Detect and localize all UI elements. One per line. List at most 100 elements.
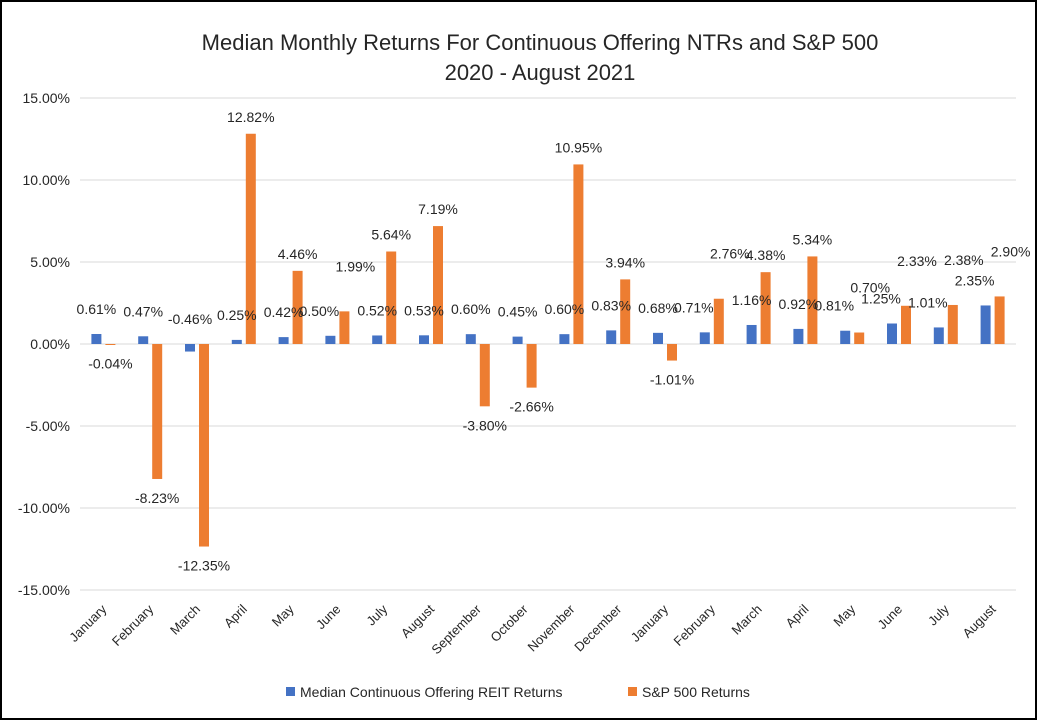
bar-reit [138, 336, 149, 344]
data-label-sp500: 10.95% [555, 139, 602, 155]
bar-sp500 [479, 344, 490, 407]
bar-reit [91, 333, 102, 344]
x-tick-label: November [525, 601, 578, 654]
bar-sp500 [105, 344, 116, 345]
bar-reit [653, 332, 663, 344]
x-tick-label: June [313, 602, 344, 633]
data-label-sp500: 1.99% [336, 258, 376, 274]
bar-sp500 [760, 272, 771, 344]
data-label-sp500: -0.04% [88, 356, 132, 372]
data-label-reit: 0.45% [498, 304, 538, 320]
data-label-reit: 1.16% [732, 292, 772, 308]
x-tick-label: October [487, 601, 531, 645]
data-label-reit: 0.47% [123, 303, 163, 319]
data-label-sp500: 4.38% [746, 247, 786, 263]
y-tick-label: 5.00% [30, 254, 70, 270]
data-label-sp500: -3.80% [463, 417, 507, 433]
legend: Median Continuous Offering REIT Returns … [286, 684, 750, 700]
y-tick-label: -5.00% [26, 418, 70, 434]
legend-swatch-reit [286, 687, 295, 696]
bar-reit [933, 327, 944, 344]
x-tick-label: August [398, 601, 437, 640]
data-label-sp500: 7.19% [418, 201, 458, 217]
y-tick-label: 0.00% [30, 336, 70, 352]
bar-reit [465, 334, 476, 344]
data-label-reit: -0.46% [168, 311, 212, 327]
y-tick-label: -10.00% [18, 500, 70, 516]
data-label-reit: 0.71% [674, 299, 714, 315]
bar-reit [231, 339, 242, 344]
x-tick-label: August [959, 601, 998, 640]
data-label-reit: 2.35% [955, 272, 995, 288]
chart-subtitle: 2020 - August 2021 [445, 60, 636, 85]
data-label-sp500: 4.46% [278, 246, 318, 262]
data-label-sp500: 0.70% [850, 280, 890, 296]
bars [91, 133, 1005, 547]
bar-reit [980, 305, 991, 344]
data-label-reit: 0.42% [264, 304, 304, 320]
bar-sp500 [807, 256, 818, 344]
data-label-sp500: -8.23% [135, 490, 179, 506]
data-label-reit: 0.25% [217, 307, 257, 323]
x-tick-label: January [628, 601, 672, 645]
bar-reit [185, 344, 195, 352]
x-tick-label: April [783, 601, 812, 630]
x-tick-label: March [167, 602, 203, 638]
bar-reit [606, 330, 617, 344]
bar-reit [559, 334, 570, 344]
bar-reit [372, 335, 383, 344]
x-tick-label: July [363, 601, 390, 628]
data-label-sp500: 3.94% [605, 254, 645, 270]
x-tick-label: June [875, 602, 906, 633]
data-labels: 0.61% -0.04% 0.47% -8.23% -0.46% -12.35% 0.25%… [77, 109, 1031, 574]
bar-sp500 [245, 133, 256, 344]
data-label-sp500: -12.35% [178, 558, 230, 574]
data-label-sp500: 12.82% [227, 109, 274, 125]
bar-sp500 [667, 344, 677, 361]
bar-reit [512, 336, 523, 344]
legend-label-sp500: S&P 500 Returns [642, 684, 750, 700]
bar-sp500 [199, 344, 209, 547]
data-label-reit: 1.25% [861, 291, 901, 307]
bar-reit [887, 323, 897, 344]
data-label-sp500: 2.38% [944, 252, 984, 268]
bar-sp500 [152, 344, 163, 479]
data-label-reit: 0.60% [451, 301, 491, 317]
data-label-reit: 0.53% [404, 302, 444, 318]
chart-title: Median Monthly Returns For Continuous Of… [202, 30, 879, 55]
data-label-sp500: -1.01% [650, 372, 694, 388]
bar-sp500 [573, 164, 584, 344]
bar-sp500 [854, 332, 865, 344]
data-label-reit: 0.68% [638, 300, 678, 316]
bar-sp500 [526, 344, 537, 388]
bar-reit [278, 337, 289, 344]
data-label-sp500: 2.76% [710, 246, 750, 262]
bar-sp500 [386, 251, 397, 344]
data-label-reit: 0.52% [357, 302, 397, 318]
bar-sp500 [433, 226, 443, 344]
data-label-sp500: 2.90% [991, 243, 1031, 259]
data-label-reit: 0.50% [300, 303, 340, 319]
x-tick-label: February [671, 601, 719, 649]
gridlines [80, 97, 1016, 591]
x-tick-label: January [66, 601, 110, 645]
y-axis-ticks: 15.00% 10.00% 5.00% 0.00% -5.00% -10.00% -15.0… [18, 90, 70, 598]
bar-reit [840, 330, 851, 344]
data-label-reit: 0.83% [591, 297, 631, 313]
x-tick-label: April [221, 601, 250, 630]
data-label-reit: 0.61% [77, 301, 117, 317]
y-tick-label: -15.00% [18, 582, 70, 598]
y-tick-label: 15.00% [23, 90, 70, 106]
bar-sp500 [292, 270, 303, 344]
data-label-reit: 0.92% [779, 296, 819, 312]
bar-reit [419, 335, 429, 344]
data-label-sp500: 5.34% [793, 231, 833, 247]
bar-reit [746, 324, 757, 344]
bar-reit [793, 328, 804, 344]
bar-reit [325, 335, 336, 344]
data-label-reit: 1.01% [908, 294, 948, 310]
x-axis-ticks: January February March April May June July Augu… [66, 601, 999, 657]
x-tick-label: May [830, 601, 858, 629]
